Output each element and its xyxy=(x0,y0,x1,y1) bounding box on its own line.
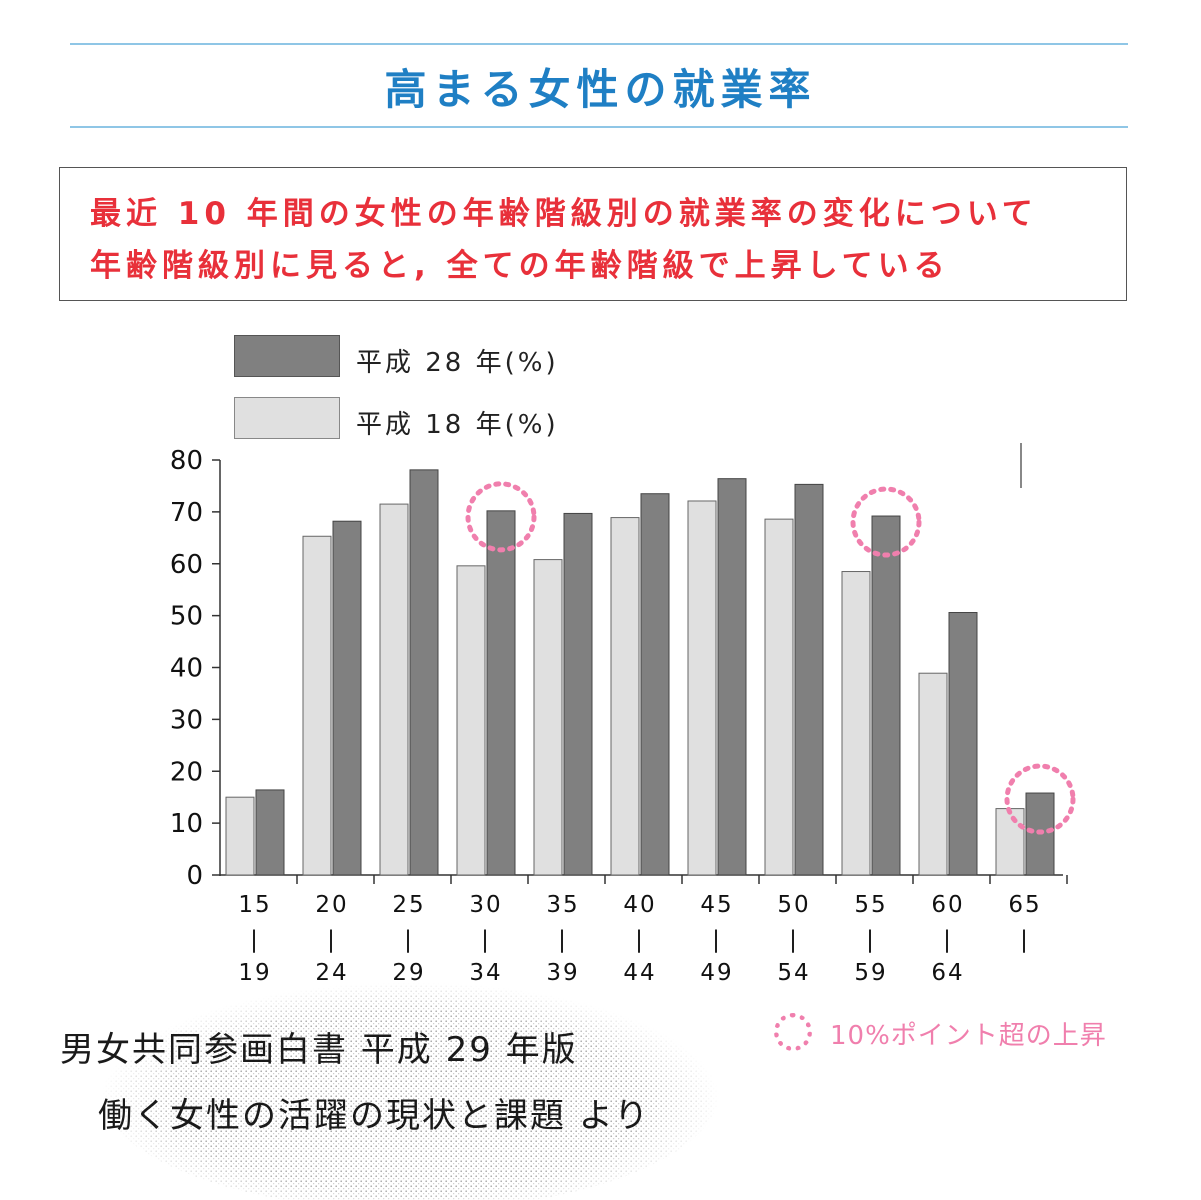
x-tick-separator: | xyxy=(404,927,414,953)
y-tick-label: 10 xyxy=(170,809,203,839)
page-title: 高まる女性の就業率 xyxy=(384,65,817,114)
y-tick-label: 30 xyxy=(170,705,203,735)
x-tick-label-to: 39 xyxy=(546,960,579,986)
bar-h28 xyxy=(640,493,670,876)
bar-h28 xyxy=(486,510,516,876)
x-tick-label-to: 34 xyxy=(469,960,502,986)
highlight-circle xyxy=(1004,763,1076,835)
x-tick-separator: | xyxy=(866,927,876,953)
y-tick-label: 50 xyxy=(170,602,203,632)
bar-h28 xyxy=(332,520,362,876)
x-tick-label-from: 15 xyxy=(238,892,271,918)
x-tick-label-to: 54 xyxy=(777,960,810,986)
x-tick-label-from: 30 xyxy=(469,892,502,918)
x-tick-separator: | xyxy=(943,927,953,953)
x-tick-label-to: 44 xyxy=(623,960,656,986)
x-tick-label-to: 59 xyxy=(854,960,887,986)
x-tick-label-from: 45 xyxy=(700,892,733,918)
x-tick-label-from: 20 xyxy=(315,892,348,918)
x-tick-label-from: 65 xyxy=(1008,892,1041,918)
source-dotted-backdrop xyxy=(0,940,760,1200)
x-tick-separator: | xyxy=(327,927,337,953)
bar-h18 xyxy=(995,808,1025,876)
x-tick-label-from: 35 xyxy=(546,892,579,918)
summary-line-2: 年齢階級別に見ると, 全ての年齢階級で上昇している xyxy=(90,248,950,284)
source-line-2: 働く女性の活躍の現状と課題 より xyxy=(98,1096,651,1136)
y-tick-label: 70 xyxy=(170,498,203,528)
title-bottom-rule xyxy=(70,126,1128,128)
legend-label-h18: 平成 18 年(%) xyxy=(356,410,559,440)
bar-h28 xyxy=(409,469,439,876)
legend-label-h28: 平成 28 年(%) xyxy=(356,348,559,378)
bar-h28 xyxy=(563,512,593,876)
x-tick-separator: | xyxy=(481,927,491,953)
highlight-legend-circle xyxy=(774,1013,812,1051)
bar-h18 xyxy=(379,503,409,876)
title-top-rule xyxy=(70,43,1128,45)
y-tick-label: 40 xyxy=(170,654,203,684)
source-line-1: 男女共同参画白書 平成 29 年版 xyxy=(60,1030,578,1070)
x-tick-label-to: 64 xyxy=(931,960,964,986)
y-tick-label: 80 xyxy=(170,446,203,476)
x-tick-label-to: 24 xyxy=(315,960,348,986)
legend-swatch-h18 xyxy=(234,397,340,439)
bar-h18 xyxy=(533,559,563,876)
y-tick-label: 60 xyxy=(170,550,203,580)
bar-h18 xyxy=(610,517,640,876)
x-tick-separator: | xyxy=(635,927,645,953)
x-tick-label-from: 55 xyxy=(854,892,887,918)
highlight-circle xyxy=(850,486,922,558)
summary-line-1: 最近 10 年間の女性の年齢階級別の就業率の変化について xyxy=(90,196,1038,232)
employment-rate-bar-chart: 0 10 20 30 40 50 60 70 80 15 | 19 20 | 24 25 | 29 30 | 34 35… xyxy=(170,443,1076,986)
x-tick-separator: | xyxy=(789,927,799,953)
bar-h18 xyxy=(687,500,717,876)
x-tick-label-from: 50 xyxy=(777,892,810,918)
bar-h18 xyxy=(302,535,332,876)
x-tick-label-to: 29 xyxy=(392,960,425,986)
bar-h28 xyxy=(255,789,285,876)
x-tick-label-from: 60 xyxy=(931,892,964,918)
x-tick-separator: | xyxy=(1020,927,1030,953)
highlight-circle xyxy=(465,481,537,553)
bar-h18 xyxy=(764,518,794,876)
bar-h18 xyxy=(225,796,255,876)
legend-swatch-h28 xyxy=(234,335,340,377)
bar-h18 xyxy=(918,672,948,876)
bar-h18 xyxy=(841,571,871,876)
bar-h28 xyxy=(794,483,824,876)
y-tick-label: 0 xyxy=(186,861,203,891)
x-tick-separator: | xyxy=(250,927,260,953)
x-tick-label-to: 19 xyxy=(238,960,271,986)
x-tick-separator: | xyxy=(558,927,568,953)
bar-h28 xyxy=(948,612,978,876)
summary-box: 最近 10 年間の女性の年齢階級別の就業率の変化について 年齢階級別に見ると, … xyxy=(59,167,1127,301)
x-tick-label-from: 25 xyxy=(392,892,425,918)
x-tick-label-from: 40 xyxy=(623,892,656,918)
bar-h28 xyxy=(717,478,747,876)
highlight-legend-label: 10%ポイント超の上昇 xyxy=(830,1021,1107,1051)
bar-h18 xyxy=(456,565,486,876)
x-tick-separator: | xyxy=(712,927,722,953)
x-tick-label-to: 49 xyxy=(700,960,733,986)
bar-h28 xyxy=(871,515,901,876)
y-tick-label: 20 xyxy=(170,757,203,787)
